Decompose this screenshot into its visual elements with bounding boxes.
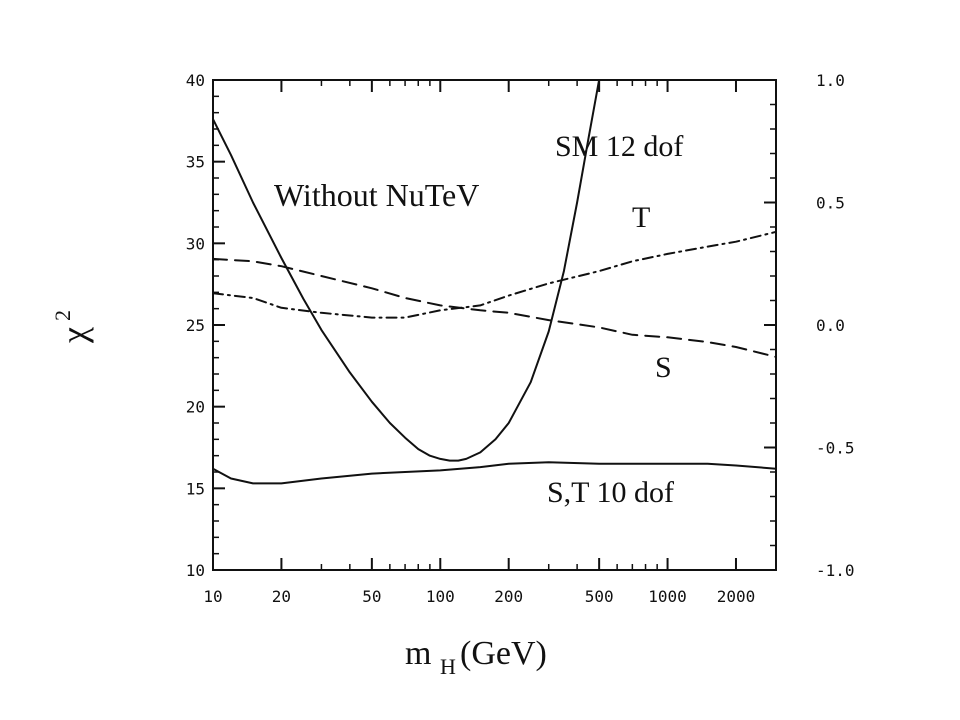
x-tick-label: 2000 <box>717 587 756 606</box>
y-tick-label: 35 <box>186 153 205 172</box>
y-axis-title: χ 2 <box>50 310 94 344</box>
series-line-s <box>213 257 776 358</box>
y2-tick-label: 0.0 <box>816 316 845 335</box>
x-axis-title-sub: H <box>440 654 456 679</box>
y-tick-label: 25 <box>186 316 205 335</box>
x-axis-title-unit: (GeV) <box>460 635 547 672</box>
series-label-s: S <box>655 351 672 384</box>
x-tick-label: 500 <box>585 587 614 606</box>
y2-tick-label: -1.0 <box>816 561 855 580</box>
x-tick-label: 10 <box>203 587 222 606</box>
tick-layer: 10 20 50 100 200 500 1000 2000 10 15 20 25 30 35 40 1.0… <box>186 71 855 606</box>
x-axis-title: m H (GeV) <box>405 635 547 679</box>
series-line-t <box>213 230 776 319</box>
y-tick-label: 40 <box>186 71 205 90</box>
y2-tick-label: -0.5 <box>816 439 855 458</box>
y2-tick-label: 0.5 <box>816 194 845 213</box>
y-tick-label: 15 <box>186 479 205 498</box>
curve-layer <box>213 80 776 485</box>
y-tick-label: 30 <box>186 234 205 253</box>
plot-frame <box>212 79 777 571</box>
series-label-sm: SM 12 dof <box>555 130 683 163</box>
series-line-s-t-10-dof <box>213 461 776 485</box>
series-line-sm-12-dof <box>213 80 601 462</box>
y2-tick-label: 1.0 <box>816 71 845 90</box>
series-label-st: S,T 10 dof <box>547 476 674 509</box>
y-tick-label: 20 <box>186 398 205 417</box>
x-tick-label: 1000 <box>648 587 687 606</box>
annotation-without-nutev: Without NuTeV <box>274 177 479 213</box>
x-tick-label: 200 <box>494 587 523 606</box>
x-tick-label: 50 <box>362 587 381 606</box>
x-tick-label: 20 <box>272 587 291 606</box>
series-label-t: T <box>632 201 650 234</box>
y-tick-label: 10 <box>186 561 205 580</box>
y-axis-title-main: χ <box>54 327 94 344</box>
x-axis-title-main: m <box>405 635 431 672</box>
x-tick-label: 100 <box>426 587 455 606</box>
label-layer: Without NuTeV SM 12 dof T S S,T 10 dof m… <box>50 130 683 679</box>
y-axis-title-sup: 2 <box>50 310 75 321</box>
